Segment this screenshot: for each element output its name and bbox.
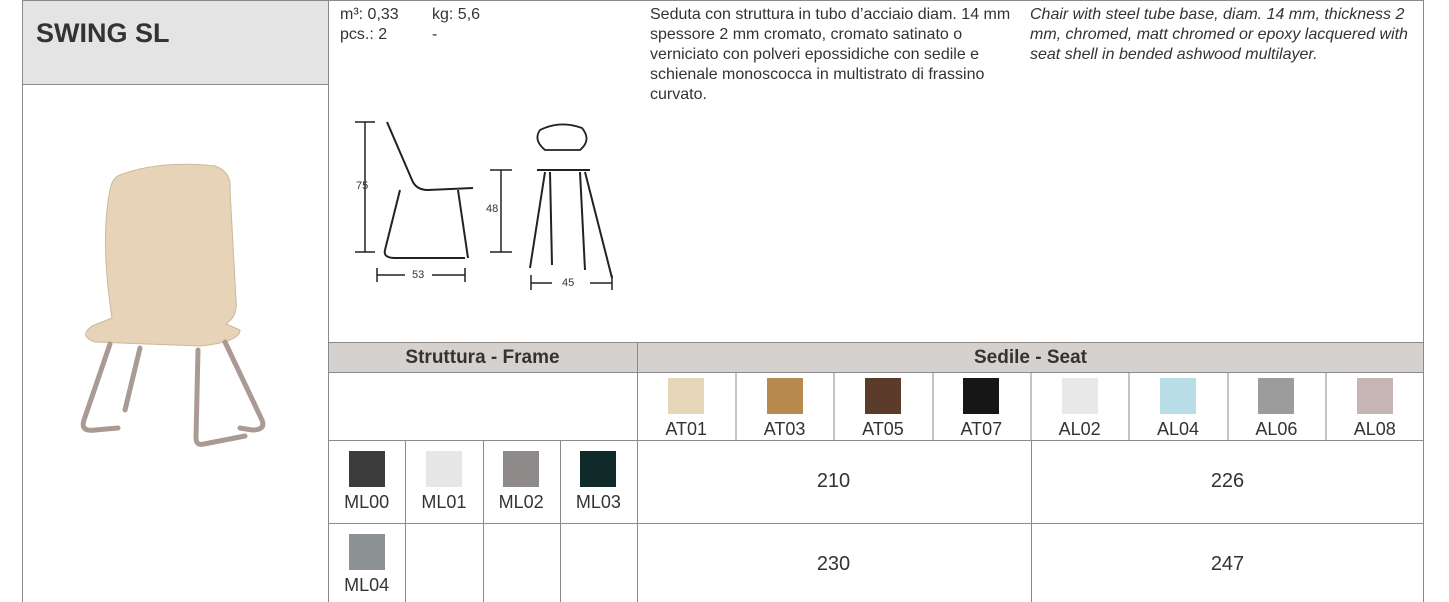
spec-pieces: pcs.: 2 <box>340 26 388 43</box>
seat-finish-swatch <box>1356 378 1393 414</box>
dim-seat-height: 48 <box>486 203 499 215</box>
grid <box>22 0 1424 602</box>
description-en: Chair with steel tube base, diam. 14 mm,… <box>1030 6 1408 63</box>
seat-finish-code: AL06 <box>1255 419 1298 439</box>
price: 230 <box>816 553 851 575</box>
price: 210 <box>816 470 851 492</box>
seat-finish-code: AL04 <box>1157 419 1200 439</box>
seat-finish-code: AL08 <box>1353 419 1396 439</box>
seat-finish-code: AT01 <box>665 419 708 439</box>
seat-finish-swatch <box>1061 378 1098 414</box>
frame-finish-code: ML00 <box>344 492 390 512</box>
seat-finish-swatch <box>864 378 901 414</box>
seat-finish-code: AL02 <box>1058 419 1101 439</box>
tech-drawing <box>355 121 613 290</box>
frame-finish-swatch <box>580 451 617 487</box>
price: 226 <box>1210 470 1245 492</box>
chair-image <box>80 163 266 447</box>
spec-weight: kg: 5,6 <box>432 6 481 23</box>
seat-finish-swatch <box>668 378 705 414</box>
product-title: SWING SL <box>36 18 170 48</box>
seat-header: Sedile - Seat <box>974 347 1087 368</box>
seat-finish-code: AT07 <box>960 419 1003 439</box>
description-it: Seduta con struttura in tubo d’acciaio d… <box>650 6 1011 103</box>
frame-finish-code: ML01 <box>421 492 467 512</box>
title-bg <box>22 0 328 84</box>
frame-finish-code: ML02 <box>498 492 544 512</box>
seat-finish-swatch <box>766 378 803 414</box>
frame-finish-swatch <box>425 451 462 487</box>
frame-finish-swatch <box>348 534 385 570</box>
frame-finish-code: ML04 <box>344 575 390 595</box>
seat-finish-code: AT05 <box>862 419 904 439</box>
frame-finish-code: ML03 <box>575 492 621 512</box>
price: 247 <box>1210 553 1245 575</box>
dim-height: 75 <box>356 180 369 192</box>
dim-width: 45 <box>562 277 575 289</box>
header-bg <box>328 342 1424 372</box>
seat-finish-swatch <box>1258 378 1295 414</box>
dim-depth: 53 <box>412 269 425 281</box>
spec-volume: m³: 0,33 <box>340 6 399 23</box>
seat-finish-swatch <box>1160 378 1197 414</box>
seat-finish-code: AT03 <box>763 419 806 439</box>
frame-header: Struttura - Frame <box>405 347 560 368</box>
frame-finish-swatch <box>348 451 385 487</box>
seat-finish-swatch <box>963 378 1000 414</box>
frame-finish-swatch <box>503 451 540 487</box>
spec-pieces-note: - <box>432 26 438 43</box>
